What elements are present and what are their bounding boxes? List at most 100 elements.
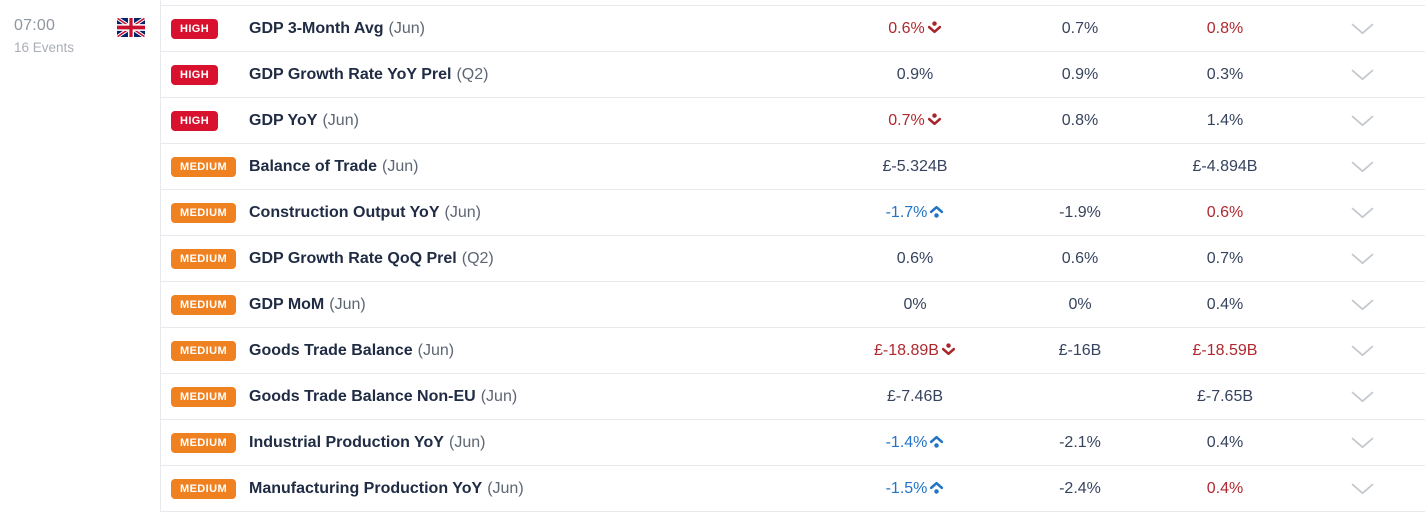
importance-badge: MEDIUM	[171, 432, 237, 453]
actual-value: -1.4%	[885, 433, 928, 451]
consensus-cell: 0%	[1010, 296, 1150, 314]
actual-cell: £-5.324B	[820, 158, 1010, 176]
consensus-value: -2.1%	[1059, 433, 1101, 451]
event-name-cell: Industrial Production YoY (Jun)	[249, 434, 820, 452]
event-name: Goods Trade Balance Non-EU	[249, 387, 476, 405]
expand-row-button[interactable]	[1300, 161, 1425, 173]
event-row[interactable]: MEDIUM Goods Trade Balance (Jun) £-18.89B…	[161, 328, 1425, 374]
previous-cell: 0.6%	[1150, 204, 1300, 222]
actual-cell: -1.7%	[820, 204, 1010, 222]
previous-value: 0.6%	[1206, 203, 1244, 221]
actual-value: £-5.324B	[882, 157, 948, 175]
previous-value: 0.4%	[1206, 295, 1244, 313]
consensus-cell: 0.7%	[1010, 20, 1150, 38]
event-name: Construction Output YoY	[249, 203, 440, 221]
consensus-value: 0.9%	[1061, 65, 1099, 83]
event-period: (Jun)	[388, 19, 425, 37]
event-row[interactable]: MEDIUM Goods Trade Balance Non-EU (Jun) £…	[161, 374, 1425, 420]
consensus-value: -1.9%	[1059, 203, 1101, 221]
importance-badge-cell: MEDIUM	[161, 478, 249, 499]
group-event-count: 16 Events	[14, 40, 75, 55]
actual-value: 0.6%	[888, 19, 925, 37]
actual-value: 0.9%	[896, 65, 934, 83]
importance-badge: MEDIUM	[171, 478, 237, 499]
importance-badge: MEDIUM	[171, 156, 237, 177]
consensus-value: 0.8%	[1061, 111, 1099, 129]
consensus-cell: -2.4%	[1010, 480, 1150, 498]
event-row[interactable]: MEDIUM GDP MoM (Jun) 0% 0% 0.4%	[161, 282, 1425, 328]
actual-value: 0%	[903, 295, 927, 313]
actual-higher-arrow-icon	[929, 204, 944, 219]
chevron-down-icon	[1351, 115, 1374, 126]
expand-row-button[interactable]	[1300, 483, 1425, 495]
event-row[interactable]: MEDIUM GDP Growth Rate QoQ Prel (Q2) 0.6%…	[161, 236, 1425, 282]
chevron-down-icon	[1351, 299, 1374, 310]
actual-higher-arrow-icon	[929, 480, 944, 495]
expand-row-button[interactable]	[1300, 69, 1425, 81]
event-period: (Jun)	[322, 111, 359, 129]
event-name: GDP 3-Month Avg	[249, 19, 384, 37]
actual-cell: £-18.89B	[820, 342, 1010, 360]
previous-cell: 0.3%	[1150, 66, 1300, 84]
event-row[interactable]: HIGH GDP YoY (Jun) 0.7% 0.8% 1.4%	[161, 98, 1425, 144]
consensus-value: 0%	[1068, 295, 1092, 313]
actual-cell: 0.6%	[820, 20, 1010, 38]
actual-cell: -1.4%	[820, 434, 1010, 452]
chevron-down-icon	[1351, 161, 1374, 172]
event-period: (Jun)	[444, 203, 481, 221]
event-period: (Jun)	[329, 295, 366, 313]
event-name: Goods Trade Balance	[249, 341, 413, 359]
event-name-cell: Construction Output YoY (Jun)	[249, 204, 820, 222]
event-period: (Jun)	[480, 387, 518, 405]
event-row[interactable]: HIGH GDP 3-Month Avg (Jun) 0.6% 0.7% 0.8%	[161, 6, 1425, 52]
previous-value: £-7.65B	[1196, 387, 1254, 405]
expand-row-button[interactable]	[1300, 115, 1425, 127]
event-row[interactable]: HIGH GDP Growth Rate YoY Prel (Q2) 0.9% 0…	[161, 52, 1425, 98]
importance-badge: MEDIUM	[171, 340, 237, 361]
event-name-cell: GDP YoY (Jun)	[249, 112, 820, 130]
previous-cell: £-7.65B	[1150, 388, 1300, 406]
event-name-cell: Manufacturing Production YoY (Jun)	[249, 480, 820, 498]
event-row[interactable]: MEDIUM Industrial Production YoY (Jun) -1…	[161, 420, 1425, 466]
expand-row-button[interactable]	[1300, 23, 1425, 35]
actual-cell: 0%	[820, 296, 1010, 314]
event-period: (Jun)	[382, 157, 419, 175]
event-row[interactable]: MEDIUM Manufacturing Production YoY (Jun)…	[161, 466, 1425, 512]
event-name: GDP Growth Rate YoY Prel	[249, 65, 452, 83]
expand-row-button[interactable]	[1300, 345, 1425, 357]
event-period: (Q2)	[461, 249, 494, 267]
expand-row-button[interactable]	[1300, 391, 1425, 403]
importance-badge: MEDIUM	[171, 294, 237, 315]
event-row[interactable]: MEDIUM Balance of Trade (Jun) £-5.324B £-…	[161, 144, 1425, 190]
previous-cell: 0.8%	[1150, 20, 1300, 38]
event-period: (Jun)	[487, 479, 524, 497]
chevron-down-icon	[1351, 483, 1374, 494]
importance-badge: MEDIUM	[171, 248, 237, 269]
previous-value: 0.3%	[1206, 65, 1244, 83]
importance-badge-cell: HIGH	[161, 18, 249, 39]
chevron-down-icon	[1351, 69, 1374, 80]
uk-flag-icon	[117, 18, 145, 37]
importance-badge-cell: MEDIUM	[161, 386, 249, 407]
expand-row-button[interactable]	[1300, 253, 1425, 265]
actual-cell: 0.9%	[820, 66, 1010, 84]
chevron-down-icon	[1351, 345, 1374, 356]
previous-cell: 0.7%	[1150, 250, 1300, 268]
actual-lower-arrow-icon	[927, 112, 942, 127]
importance-badge: MEDIUM	[171, 202, 237, 223]
expand-row-button[interactable]	[1300, 437, 1425, 449]
expand-row-button[interactable]	[1300, 299, 1425, 311]
importance-badge-cell: MEDIUM	[161, 156, 249, 177]
consensus-cell: 0.6%	[1010, 250, 1150, 268]
previous-cell: 0.4%	[1150, 296, 1300, 314]
importance-badge: HIGH	[171, 110, 219, 131]
importance-badge: MEDIUM	[171, 386, 237, 407]
event-name: Industrial Production YoY	[249, 433, 444, 451]
event-name-cell: Balance of Trade (Jun)	[249, 158, 820, 176]
event-name-cell: GDP Growth Rate YoY Prel (Q2)	[249, 66, 820, 84]
importance-badge-cell: MEDIUM	[161, 202, 249, 223]
expand-row-button[interactable]	[1300, 207, 1425, 219]
event-row[interactable]: MEDIUM Construction Output YoY (Jun) -1.7…	[161, 190, 1425, 236]
importance-badge-cell: HIGH	[161, 110, 249, 131]
